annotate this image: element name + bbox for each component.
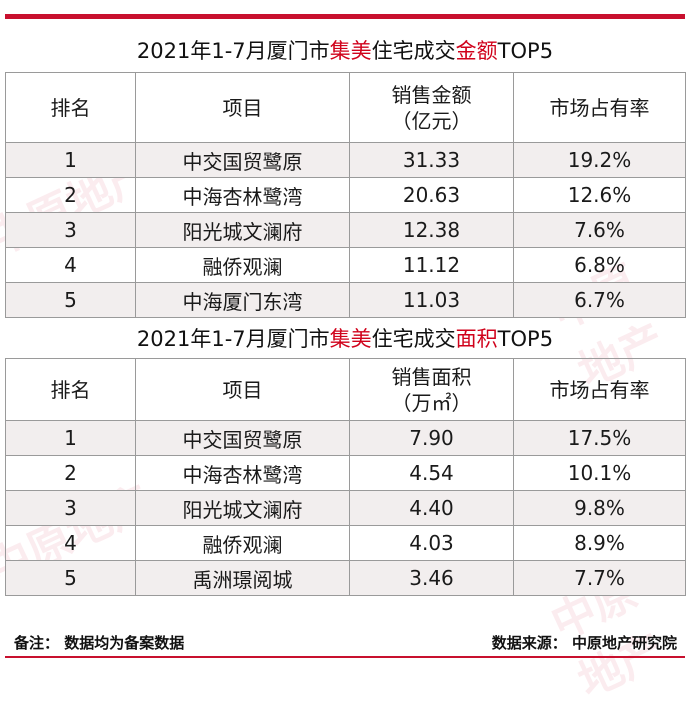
title-suffix: TOP5 bbox=[497, 39, 554, 63]
share-cell: 17.5% bbox=[513, 420, 686, 456]
header-value-unit: （万㎡） bbox=[391, 390, 472, 415]
value-cell: 20.63 bbox=[349, 177, 514, 213]
value-cell: 11.03 bbox=[349, 282, 514, 318]
rank-cell: 5 bbox=[5, 282, 136, 318]
share-cell: 7.7% bbox=[513, 560, 686, 596]
rank-cell: 5 bbox=[5, 560, 136, 596]
rank-cell: 4 bbox=[5, 247, 136, 283]
share-cell: 9.8% bbox=[513, 490, 686, 526]
project-cell: 融侨观澜 bbox=[135, 525, 350, 561]
table-row: 2 中海杏林鹭湾 20.63 12.6% bbox=[5, 177, 686, 213]
table-row: 1 中交国贸鹭原 31.33 19.2% bbox=[5, 142, 686, 178]
rank-cell: 1 bbox=[5, 142, 136, 178]
share-cell: 10.1% bbox=[513, 455, 686, 491]
project-cell: 阳光城文澜府 bbox=[135, 490, 350, 526]
title-prefix: 2021年1-7月厦门市 bbox=[136, 327, 330, 351]
header-value-label: 销售金额 bbox=[391, 82, 472, 107]
sales-amount-table: 排名 项目 销售金额 （亿元） 市场占有率 1 中交国贸鹭原 31.33 19.2… bbox=[5, 72, 686, 318]
value-cell: 12.38 bbox=[349, 212, 514, 248]
table-row: 5 中海厦门东湾 11.03 6.7% bbox=[5, 282, 686, 318]
rank-cell: 3 bbox=[5, 212, 136, 248]
rank-cell: 4 bbox=[5, 525, 136, 561]
header-project: 项目 bbox=[135, 72, 350, 143]
footer-source: 数据来源： 中原地产研究院 bbox=[491, 634, 677, 652]
table-row: 4 融侨观澜 4.03 8.9% bbox=[5, 525, 686, 561]
share-cell: 7.6% bbox=[513, 212, 686, 248]
title-middle: 住宅成交 bbox=[371, 39, 456, 63]
project-cell: 中交国贸鹭原 bbox=[135, 420, 350, 456]
table-row: 1 中交国贸鹭原 7.90 17.5% bbox=[5, 420, 686, 456]
value-cell: 4.40 bbox=[349, 490, 514, 526]
project-cell: 禹洲璟阅城 bbox=[135, 560, 350, 596]
header-value: 销售面积 （万㎡） bbox=[349, 358, 514, 421]
share-cell: 8.9% bbox=[513, 525, 686, 561]
value-cell: 31.33 bbox=[349, 142, 514, 178]
table-row: 2 中海杏林鹭湾 4.54 10.1% bbox=[5, 455, 686, 491]
share-cell: 6.8% bbox=[513, 247, 686, 283]
project-cell: 融侨观澜 bbox=[135, 247, 350, 283]
title-suffix: TOP5 bbox=[497, 327, 554, 351]
value-cell: 11.12 bbox=[349, 247, 514, 283]
header-share: 市场占有率 bbox=[513, 72, 686, 143]
table-row: 3 阳光城文澜府 12.38 7.6% bbox=[5, 212, 686, 248]
title-middle: 住宅成交 bbox=[371, 327, 456, 351]
value-cell: 3.46 bbox=[349, 560, 514, 596]
header-rank: 排名 bbox=[5, 358, 136, 421]
title-metric: 面积 bbox=[455, 327, 498, 351]
title-district: 集美 bbox=[329, 327, 372, 351]
table-row: 4 融侨观澜 11.12 6.8% bbox=[5, 247, 686, 283]
project-cell: 中交国贸鹭原 bbox=[135, 142, 350, 178]
rank-cell: 2 bbox=[5, 455, 136, 491]
value-cell: 4.03 bbox=[349, 525, 514, 561]
sales-area-table: 排名 项目 销售面积 （万㎡） 市场占有率 1 中交国贸鹭原 7.90 17.5%… bbox=[5, 358, 686, 596]
top-accent-bar bbox=[5, 14, 685, 19]
project-cell: 中海杏林鹭湾 bbox=[135, 455, 350, 491]
share-cell: 6.7% bbox=[513, 282, 686, 318]
rank-cell: 2 bbox=[5, 177, 136, 213]
share-cell: 19.2% bbox=[513, 142, 686, 178]
rank-cell: 3 bbox=[5, 490, 136, 526]
value-cell: 7.90 bbox=[349, 420, 514, 456]
project-cell: 中海杏林鹭湾 bbox=[135, 177, 350, 213]
header-value-label: 销售面积 bbox=[391, 364, 472, 389]
header-rank: 排名 bbox=[5, 72, 136, 143]
table1-title: 2021年1-7月厦门市集美住宅成交金额TOP5 bbox=[5, 32, 685, 70]
bottom-accent-bar bbox=[5, 656, 685, 658]
rank-cell: 1 bbox=[5, 420, 136, 456]
share-cell: 12.6% bbox=[513, 177, 686, 213]
table-row: 5 禹洲璟阅城 3.46 7.7% bbox=[5, 560, 686, 596]
title-metric: 金额 bbox=[455, 39, 498, 63]
footer-note: 备注： 数据均为备案数据 bbox=[14, 634, 185, 652]
header-value: 销售金额 （亿元） bbox=[349, 72, 514, 143]
header-project: 项目 bbox=[135, 358, 350, 421]
project-cell: 阳光城文澜府 bbox=[135, 212, 350, 248]
title-district: 集美 bbox=[329, 39, 372, 63]
header-share: 市场占有率 bbox=[513, 358, 686, 421]
table2-title: 2021年1-7月厦门市集美住宅成交面积TOP5 bbox=[5, 320, 685, 358]
title-prefix: 2021年1-7月厦门市 bbox=[136, 39, 330, 63]
table-header-row: 排名 项目 销售金额 （亿元） 市场占有率 bbox=[5, 72, 686, 143]
table-row: 3 阳光城文澜府 4.40 9.8% bbox=[5, 490, 686, 526]
header-value-unit: （亿元） bbox=[391, 108, 472, 133]
value-cell: 4.54 bbox=[349, 455, 514, 491]
table-header-row: 排名 项目 销售面积 （万㎡） 市场占有率 bbox=[5, 358, 686, 421]
project-cell: 中海厦门东湾 bbox=[135, 282, 350, 318]
